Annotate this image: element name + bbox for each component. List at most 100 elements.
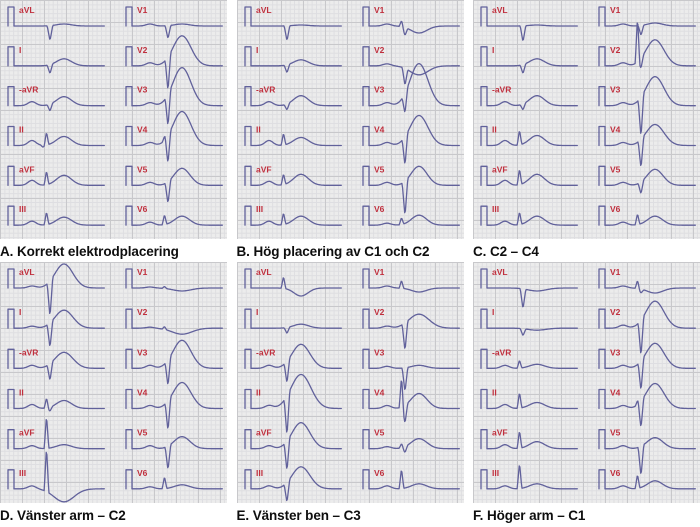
lead-label: V1 (374, 5, 385, 15)
lead-label: aVF (256, 164, 272, 174)
lead-label: V5 (610, 428, 621, 438)
calibration-pulse (361, 125, 370, 147)
ecg-waveform-aVF (249, 173, 342, 186)
ecg-traces-a: aVL I -aVR II aVF III V1 V2 V3 V4 V5 V6 (7, 5, 223, 226)
ecg-waveform--aVR (486, 95, 578, 111)
lead-label: I (19, 307, 21, 317)
calibration-pulse (7, 6, 15, 27)
ecg-waveform-V1 (604, 22, 696, 36)
ecg-waveform-II (249, 373, 342, 433)
ecg-waveform-I (249, 323, 342, 334)
calibration-pulse (243, 86, 252, 107)
ecg-waveform-II (486, 131, 578, 147)
calibration-pulse (480, 469, 488, 490)
lead-label: aVF (492, 428, 508, 438)
lead-label: III (19, 204, 26, 214)
lead-label: aVL (19, 5, 35, 15)
calibration-pulse (361, 429, 370, 450)
calibration-pulse (361, 388, 370, 410)
lead-label: aVL (492, 267, 508, 277)
lead-label: I (256, 307, 258, 317)
calibration-pulse (598, 205, 606, 226)
ecg-waveform-III (486, 465, 578, 490)
ecg-waveform-V3 (604, 342, 696, 389)
ecg-waveform-II (13, 132, 105, 148)
calibration-pulse (243, 205, 252, 226)
lead-label: III (492, 468, 499, 478)
calibration-pulse (125, 308, 133, 329)
ecg-waveform-aVF (486, 431, 578, 450)
calibration-pulse (125, 46, 133, 67)
lead-label: -aVR (19, 347, 38, 357)
ecg-waveform-V5 (131, 167, 223, 203)
calibration-pulse (243, 6, 252, 27)
lead-label: -aVR (256, 85, 275, 95)
calibration-pulse (480, 205, 488, 226)
calibration-pulse (7, 205, 15, 226)
ecg-grid-a: aVL I -aVR II aVF III V1 V2 V3 V4 V5 V6 (0, 0, 227, 239)
calibration-pulse (7, 388, 15, 410)
calibration-pulse (361, 348, 370, 369)
ecg-grid-c: aVL I -aVR II aVF III V1 V2 V3 V4 V5 V6 (473, 0, 700, 239)
calibration-pulse (7, 429, 15, 450)
calibration-pulse (480, 388, 488, 410)
calibration-pulse (598, 348, 606, 369)
lead-label: V4 (374, 388, 385, 398)
lead-label: V3 (137, 347, 148, 357)
ecg-waveform-II (249, 133, 342, 147)
lead-label: -aVR (492, 85, 511, 95)
ecg-waveform-V2 (131, 326, 223, 335)
lead-label: II (492, 125, 497, 135)
calibration-pulse (243, 308, 252, 329)
lead-label: -aVR (492, 347, 511, 357)
ecg-waveform-V3 (367, 63, 460, 113)
ecg-waveform-aVL (13, 263, 105, 315)
ecg-waveform--aVR (249, 343, 342, 382)
ecg-waveform--aVR (13, 96, 105, 112)
calibration-pulse (243, 268, 252, 289)
ecg-waveform-V4 (131, 381, 223, 429)
calibration-pulse (480, 86, 488, 107)
lead-label: V5 (374, 164, 385, 174)
ecg-waveform-I (486, 58, 578, 74)
lead-label: V4 (610, 125, 621, 135)
ecg-waveform-aVF (13, 419, 105, 450)
lead-label: V5 (610, 164, 621, 174)
ecg-panel-d: aVL I -aVR II aVF III V1 V2 V3 V4 V5 V6 D. Vänster … (0, 262, 227, 527)
ecg-waveform-V5 (367, 165, 460, 214)
ecg-waveform-aVL (486, 287, 578, 308)
calibration-pulse (480, 125, 488, 147)
calibration-pulse (243, 348, 252, 369)
calibration-pulse (598, 125, 606, 147)
calibration-pulse (125, 86, 133, 107)
lead-label: aVL (256, 267, 272, 277)
lead-label: V1 (610, 5, 621, 15)
lead-label: V6 (610, 204, 621, 214)
calibration-pulse (125, 268, 133, 289)
calibration-pulse (125, 348, 133, 369)
ecg-waveform-I (486, 327, 578, 336)
lead-label: V3 (374, 347, 385, 357)
ecg-waveform-V6 (604, 214, 696, 226)
ecg-waveform--aVR (249, 95, 342, 111)
lead-label: V4 (610, 388, 621, 398)
ecg-waveform-V3 (131, 67, 223, 125)
lead-label: V3 (137, 85, 148, 95)
lead-label: II (19, 125, 24, 135)
calibration-pulse (361, 6, 370, 27)
panel-caption-f: F. Höger arm – C1 (473, 508, 586, 523)
lead-label: V2 (610, 307, 621, 317)
ecg-waveform-V5 (604, 437, 696, 474)
ecg-grid-d: aVL I -aVR II aVF III V1 V2 V3 V4 V5 V6 (0, 262, 227, 503)
ecg-waveform-V5 (131, 436, 223, 469)
ecg-waveform-V1 (131, 286, 223, 292)
lead-label: V1 (374, 267, 385, 277)
ecg-traces-b: aVL I -aVR II aVF III V1 V2 V3 V4 V5 V6 (243, 5, 460, 226)
ecg-waveform-V2 (367, 313, 460, 349)
lead-label: II (492, 388, 497, 398)
lead-label: aVF (256, 428, 272, 438)
ecg-traces-f: aVL I -aVR II aVF III V1 V2 V3 V4 V5 V6 (480, 267, 696, 490)
panel-caption-d: D. Vänster arm – C2 (0, 508, 126, 523)
lead-label: V2 (374, 45, 385, 55)
panel-caption-e: E. Vänster ben – C3 (236, 508, 361, 523)
